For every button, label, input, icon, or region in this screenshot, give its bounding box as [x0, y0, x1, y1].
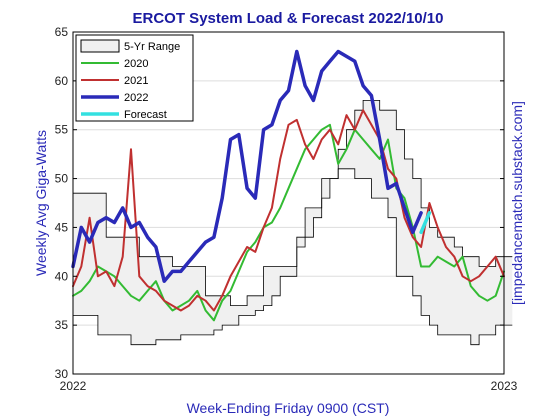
legend: 5-Yr Range 2020 2021 2022 Forecast [75, 34, 194, 122]
y-tick-label-60: 60 [55, 74, 69, 88]
legend-label-2021: 2021 [124, 75, 148, 87]
legend-label-2020: 2020 [124, 58, 148, 70]
series-line-2022 [71, 49, 423, 283]
y-axis-label: Weekly Avg Giga-Watts [33, 130, 49, 276]
legend-swatch-5-yr-range [80, 39, 120, 53]
y-tick-label-65: 65 [55, 25, 69, 39]
y-axis-label-right: [impedancematch.substack.com] [509, 101, 525, 305]
plot-frame [72, 31, 505, 375]
series-line-2020 [72, 123, 505, 322]
x-tick-label-2023: 2023 [491, 379, 518, 393]
legend-label-5-yr-range: 5-Yr Range [124, 41, 180, 53]
y-tick-label-50: 50 [55, 172, 69, 186]
range-lower-edge [73, 168, 513, 346]
y-tick-label-35: 35 [55, 318, 69, 332]
five-year-range [73, 100, 513, 346]
series-lines [71, 49, 505, 322]
y-tick-label-30: 30 [55, 367, 69, 381]
legend-label-forecast: Forecast [124, 109, 167, 121]
series-line-2021 [72, 109, 505, 312]
x-axis-ticks: 2022 2023 [60, 370, 518, 393]
y-tick-label-55: 55 [55, 123, 69, 137]
x-tick-label-2022: 2022 [60, 379, 87, 393]
y-tick-label-40: 40 [55, 269, 69, 283]
chart-title: ERCOT System Load & Forecast 2022/10/10 [133, 10, 444, 27]
x-axis-label: Week-Ending Friday 0900 (CST) [187, 400, 390, 416]
series-line-forecast [419, 211, 432, 235]
y-tick-label-45: 45 [55, 220, 69, 234]
range-fill [73, 100, 513, 345]
legend-label-2022: 2022 [124, 92, 148, 104]
y-axis-ticks: 30 35 40 45 50 55 60 65 [55, 25, 504, 381]
